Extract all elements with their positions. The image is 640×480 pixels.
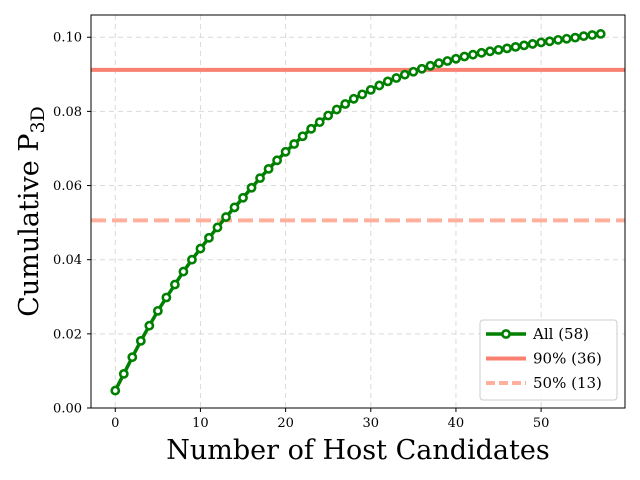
x-tick-label: 0	[111, 416, 119, 431]
data-point	[425, 60, 436, 71]
x-tick-label: 30	[363, 416, 380, 431]
x-axis-ticks: 0 10 20 30 40 50	[111, 408, 549, 431]
plot-frame	[90, 14, 626, 409]
data-point	[212, 222, 223, 233]
data-point	[459, 51, 470, 62]
data-point	[391, 73, 402, 83]
data-point	[161, 292, 172, 303]
data-point	[204, 232, 214, 243]
x-tick-label: 10	[192, 416, 209, 431]
data-point	[246, 182, 257, 193]
data-point	[297, 131, 308, 142]
data-point	[578, 31, 589, 42]
x-tick-label: 50	[533, 416, 550, 431]
y-tick-label: 0.10	[53, 31, 82, 46]
data-point	[476, 47, 487, 58]
data-point	[493, 44, 504, 55]
y-axis-label-main: Cumulative P	[14, 134, 45, 317]
data-point	[144, 320, 155, 331]
data-point	[169, 279, 180, 290]
y-tick-label: 0.00	[53, 402, 82, 417]
y-tick-label: 0.08	[53, 105, 82, 120]
data-point	[195, 243, 206, 254]
data-point	[553, 34, 564, 45]
data-point	[323, 110, 334, 121]
data-point	[152, 305, 163, 316]
data-point	[502, 43, 512, 54]
y-tick-label: 0.06	[53, 179, 82, 194]
data-point	[187, 254, 197, 265]
data-point	[365, 84, 376, 95]
data-point	[544, 36, 555, 47]
reference-lines	[91, 67, 625, 223]
legend-item-all: All (58)	[486, 325, 589, 343]
legend-box	[479, 319, 618, 401]
data-point	[451, 53, 461, 64]
data-point	[374, 80, 385, 91]
data-point	[357, 89, 368, 100]
data-point	[263, 163, 274, 174]
data-point	[289, 139, 300, 149]
data-point	[468, 49, 478, 60]
legend-label: 50% (13)	[533, 374, 602, 392]
y-axis-label-subscript: 3D	[27, 106, 49, 133]
legend-label: 90% (36)	[533, 350, 602, 368]
x-tick-label: 40	[448, 416, 465, 431]
data-point	[280, 146, 291, 157]
data-point	[272, 155, 282, 166]
y-axis-label: Cumulative P3D	[14, 106, 49, 317]
data-point	[519, 40, 529, 51]
y-axis-ticks: 0.00 0.02 0.04 0.06 0.08 0.10	[53, 31, 91, 417]
x-axis-label: Number of Host Candidates	[166, 435, 549, 466]
data-point	[416, 63, 427, 74]
legend-item-90: 90% (36)	[486, 350, 602, 368]
data-point	[399, 69, 410, 80]
data-point	[587, 30, 598, 40]
legend-marker	[501, 329, 511, 339]
data-point	[561, 33, 572, 44]
data-point	[434, 58, 444, 69]
data-point	[510, 41, 521, 52]
data-point	[331, 104, 342, 115]
data-point	[255, 173, 265, 184]
data-point	[178, 266, 189, 277]
y-tick-label: 0.02	[53, 327, 82, 342]
series-layer	[110, 29, 606, 396]
data-point	[340, 99, 351, 109]
data-point	[306, 123, 317, 134]
data-point	[595, 29, 606, 39]
y-tick-label: 0.04	[53, 253, 82, 268]
data-point	[135, 335, 146, 346]
data-point	[570, 32, 581, 43]
data-point	[536, 37, 547, 48]
data-point	[229, 202, 240, 213]
data-point	[527, 39, 538, 49]
data-point	[118, 368, 129, 379]
legend-label: All (58)	[532, 325, 589, 343]
data-point	[110, 385, 121, 396]
data-point	[238, 192, 248, 203]
data-point	[485, 46, 495, 57]
data-point	[127, 352, 138, 363]
legend: All (58) 90% (36) 50% (13)	[479, 319, 618, 401]
legend-item-50: 50% (13)	[486, 374, 602, 392]
data-point	[382, 76, 393, 87]
data-point	[314, 117, 325, 128]
data-point	[442, 56, 453, 66]
data-point	[408, 66, 419, 77]
data-point	[221, 212, 231, 222]
x-tick-label: 20	[277, 416, 294, 431]
data-point	[348, 93, 359, 104]
